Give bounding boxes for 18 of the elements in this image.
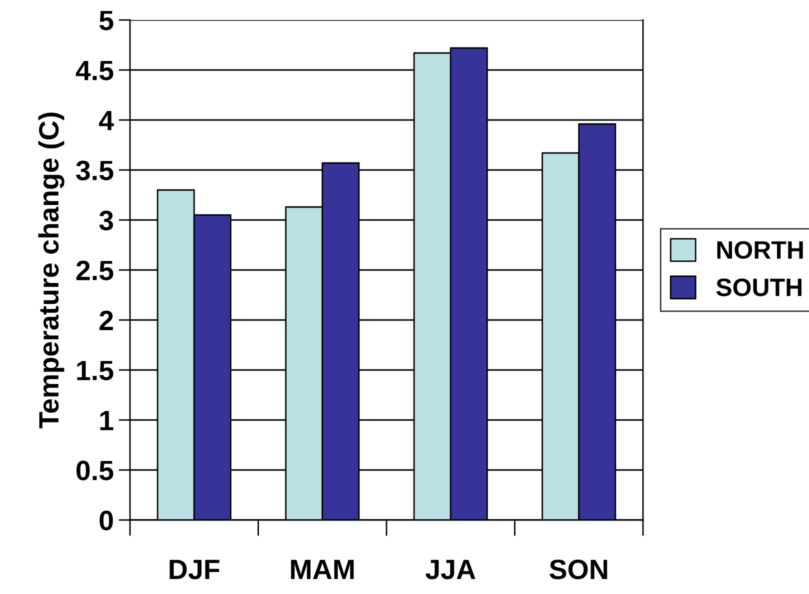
y-tick-label: 3.5 (76, 160, 114, 180)
y-tick-label: 2 (100, 310, 113, 330)
y-axis-title: Temperature change (C) (38, 112, 64, 428)
y-tick-label: 1.5 (77, 360, 114, 380)
x-tick-label: SON (550, 560, 608, 580)
y-tick-label: 3 (99, 210, 114, 230)
y-tick-label: 2.5 (76, 260, 114, 280)
legend-label: NORTH (717, 241, 803, 259)
x-tick-label: MAM (291, 560, 354, 580)
y-tick-label: 5 (99, 10, 114, 30)
x-tick-label: DJF (170, 560, 220, 580)
y-tick-label: 0.5 (76, 460, 114, 480)
y-tick-label: 4 (99, 110, 114, 130)
y-tick-label: 0 (100, 510, 113, 530)
x-tick-label: JJA (426, 560, 476, 580)
y-tick-label: 1 (100, 410, 114, 430)
legend-label: SOUTH (716, 278, 802, 296)
y-tick-label: 4.5 (76, 60, 114, 80)
